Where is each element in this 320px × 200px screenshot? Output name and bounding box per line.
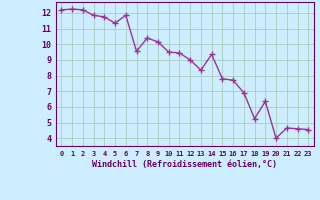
X-axis label: Windchill (Refroidissement éolien,°C): Windchill (Refroidissement éolien,°C) <box>92 160 277 169</box>
